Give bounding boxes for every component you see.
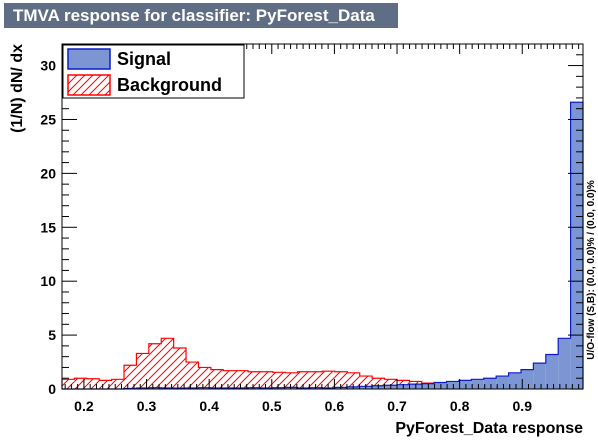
background-bar xyxy=(273,372,285,389)
background-bar xyxy=(298,372,310,389)
y-tick-label: 15 xyxy=(40,219,56,235)
signal-bar xyxy=(484,378,496,389)
y-tick-label: 5 xyxy=(48,327,56,343)
x-tick-label: 0.8 xyxy=(450,398,470,414)
background-bar xyxy=(112,379,124,389)
legend-label-background: Background xyxy=(117,75,222,95)
x-tick-label: 0.5 xyxy=(262,398,282,414)
background-bar xyxy=(99,380,111,389)
background-bar xyxy=(310,372,322,389)
y-tick-label: 20 xyxy=(40,165,56,181)
signal-bar xyxy=(509,373,521,389)
signal-bar xyxy=(558,338,570,389)
background-bar xyxy=(124,365,136,389)
background-bar xyxy=(149,344,161,389)
legend-label-signal: Signal xyxy=(117,49,171,69)
background-bar xyxy=(174,348,186,389)
signal-bar xyxy=(471,379,483,389)
y-tick-label: 30 xyxy=(40,58,56,74)
x-tick-label: 0.6 xyxy=(325,398,345,414)
x-tick-label: 0.9 xyxy=(513,398,533,414)
signal-bar xyxy=(521,370,533,389)
x-tick-label: 0.2 xyxy=(74,398,94,414)
background-bar xyxy=(285,373,297,389)
y-tick-label: 25 xyxy=(40,111,56,127)
x-axis-label: PyForest_Data response xyxy=(395,420,583,437)
x-tick-label: 0.7 xyxy=(387,398,407,414)
signal-bar xyxy=(496,376,508,389)
background-bar xyxy=(161,338,173,389)
y-axis-label: (1/N) dN/ dx xyxy=(9,44,26,133)
signal-bar xyxy=(434,383,446,389)
background-bar xyxy=(236,371,248,389)
x-tick-label: 0.3 xyxy=(137,398,157,414)
background-bar xyxy=(248,372,260,389)
y-tick-label: 0 xyxy=(48,381,56,397)
background-bar xyxy=(87,379,99,389)
background-bar xyxy=(323,371,335,389)
legend-swatch-background xyxy=(68,75,110,95)
background-bar xyxy=(260,372,272,389)
overflow-note: U/O-flow (S,B): (0.0, 0.0)% / (0.0, 0.0)… xyxy=(586,180,597,360)
legend-swatch-signal xyxy=(68,49,110,69)
signal-bar xyxy=(447,381,459,389)
x-tick-label: 0.4 xyxy=(199,398,219,414)
background-bar xyxy=(74,378,86,389)
signal-bar xyxy=(459,380,471,389)
signal-bar xyxy=(546,355,558,390)
y-tick-label: 10 xyxy=(40,273,56,289)
background-bar xyxy=(62,379,74,389)
legend: Signal Background xyxy=(63,45,244,98)
